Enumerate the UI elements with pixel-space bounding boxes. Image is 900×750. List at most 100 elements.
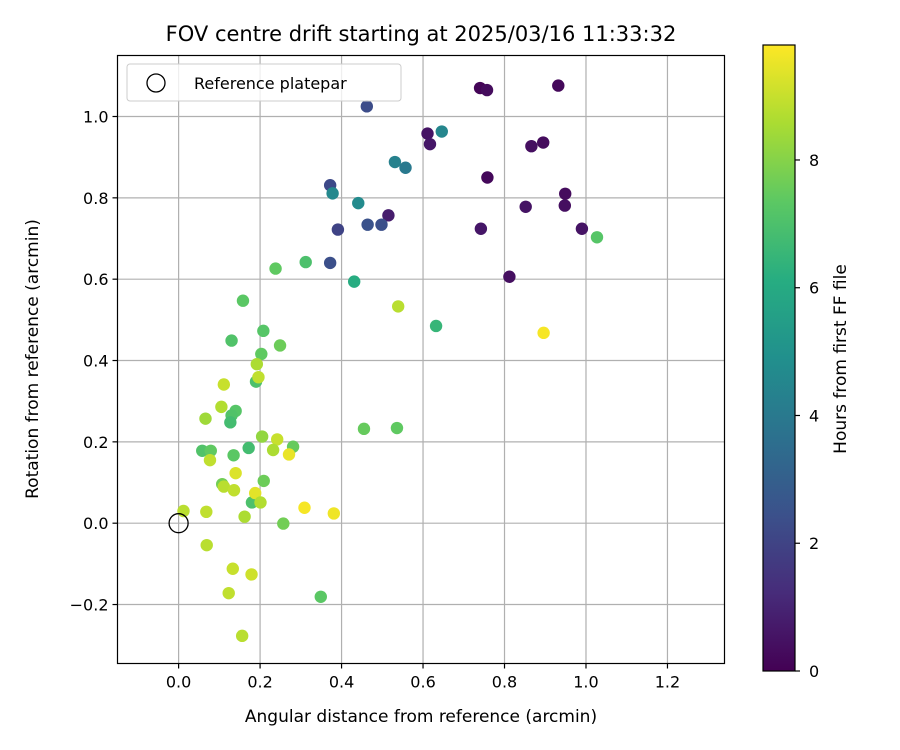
scatter-point <box>480 83 494 97</box>
y-tick-label: 0.8 <box>83 189 108 208</box>
colorbar-tick-label: 8 <box>809 151 819 170</box>
scatter-point <box>282 448 296 461</box>
x-tick-label: 0.0 <box>166 673 191 692</box>
scatter-point <box>361 218 374 231</box>
scatter-point <box>331 223 345 236</box>
scatter-point <box>399 161 412 174</box>
colorbar-frame <box>762 44 796 672</box>
y-axis-label: Rotation from reference (arcmin) <box>23 219 43 499</box>
scatter-point <box>357 422 371 436</box>
scatter-point <box>255 347 268 361</box>
scatter-point <box>257 324 270 338</box>
scatter-point <box>245 568 258 581</box>
scatter-point <box>575 222 589 235</box>
colorbar-tick-label: 0 <box>809 662 819 681</box>
scatter-point <box>227 449 240 462</box>
scatter-point <box>227 484 241 497</box>
scatter-point <box>390 421 404 435</box>
scatter-point <box>558 199 572 212</box>
scatter-point <box>204 444 217 458</box>
scatter-point <box>503 270 516 283</box>
scatter-point <box>429 319 443 333</box>
scatter-point <box>590 231 604 244</box>
legend-box <box>126 63 402 102</box>
scatter-points <box>177 79 604 643</box>
scatter-point <box>326 187 339 200</box>
scatter-point <box>360 100 374 113</box>
scatter-point <box>200 538 213 552</box>
scatter-point <box>242 441 255 455</box>
colorbar-tick-label: 4 <box>809 406 819 425</box>
colorbar-tick-label: 6 <box>809 279 819 298</box>
plot-area-frame <box>116 54 726 665</box>
x-tick-label: 0.8 <box>492 673 517 692</box>
x-axis-ticks: 0.0 0.2 0.4 0.6 0.8 1.0 1.2 <box>166 663 680 692</box>
x-axis-label: Angular distance from reference (arcmin) <box>245 707 597 727</box>
chart-title: FOV centre drift starting at 2025/03/16 … <box>166 22 677 46</box>
scatter-point <box>235 629 249 643</box>
scatter-point <box>226 562 239 575</box>
scatter-point <box>525 139 538 153</box>
legend-open-circle-marker <box>146 73 166 93</box>
scatter-point <box>552 79 565 92</box>
reference-platepar-point <box>168 513 189 534</box>
scatter-point <box>250 357 264 371</box>
colorbar-label: Hours from first FF file <box>831 264 851 454</box>
scatter-point <box>391 300 405 313</box>
scatter-point <box>200 505 213 519</box>
x-tick-label: 1.0 <box>573 673 598 692</box>
x-tick-label: 1.2 <box>655 673 680 692</box>
scatter-point <box>382 209 395 222</box>
scatter-point <box>298 501 311 514</box>
x-tick-label: 0.6 <box>410 673 435 692</box>
scatter-point <box>559 187 572 200</box>
scatter-point <box>537 136 550 149</box>
scatter-point <box>215 400 228 414</box>
scatter-point <box>248 486 262 500</box>
reference-platepar-marker <box>168 513 189 534</box>
colorbar-gradient <box>763 45 795 671</box>
scatter-point <box>269 262 282 275</box>
scatter-point <box>347 275 361 288</box>
scatter-point <box>270 433 284 446</box>
scatter-point <box>299 255 312 269</box>
y-tick-label: 1.0 <box>83 108 108 127</box>
gridlines <box>117 55 725 664</box>
scatter-point <box>421 127 434 140</box>
scatter-point <box>238 510 251 523</box>
scatter-point <box>314 590 327 604</box>
scatter-point <box>423 137 437 151</box>
scatter-point <box>224 416 237 429</box>
y-tick-label: 0.6 <box>83 270 108 289</box>
y-tick-label: 0.0 <box>83 514 108 533</box>
scatter-point <box>229 466 242 480</box>
scatter-point <box>375 218 388 231</box>
legend: Reference platepar <box>126 63 402 102</box>
scatter-point <box>327 507 341 520</box>
x-tick-label: 0.2 <box>247 673 272 692</box>
scatter-point <box>199 412 212 425</box>
scatter-point <box>435 125 448 138</box>
scatter-point <box>273 339 287 352</box>
scatter-point <box>388 155 402 169</box>
scatter-point <box>217 378 231 391</box>
x-tick-label: 0.4 <box>329 673 354 692</box>
scatter-point <box>236 294 250 307</box>
scatter-point <box>323 256 337 270</box>
scatter-point <box>537 326 550 340</box>
scatter-point <box>203 453 217 467</box>
y-tick-label: −0.2 <box>70 596 109 615</box>
scatter-point <box>196 444 209 458</box>
scatter-point <box>277 517 290 530</box>
scatter-point <box>519 200 532 213</box>
scatter-point <box>252 370 265 384</box>
scatter-point <box>222 586 235 600</box>
y-tick-label: 0.2 <box>83 433 108 452</box>
scatter-point <box>254 496 267 509</box>
scatter-point <box>352 196 365 210</box>
scatter-point <box>481 171 494 184</box>
scatter-point <box>255 430 269 443</box>
scatter-point <box>257 474 270 488</box>
colorbar-ticks: 0 2 4 6 8 <box>795 151 819 681</box>
